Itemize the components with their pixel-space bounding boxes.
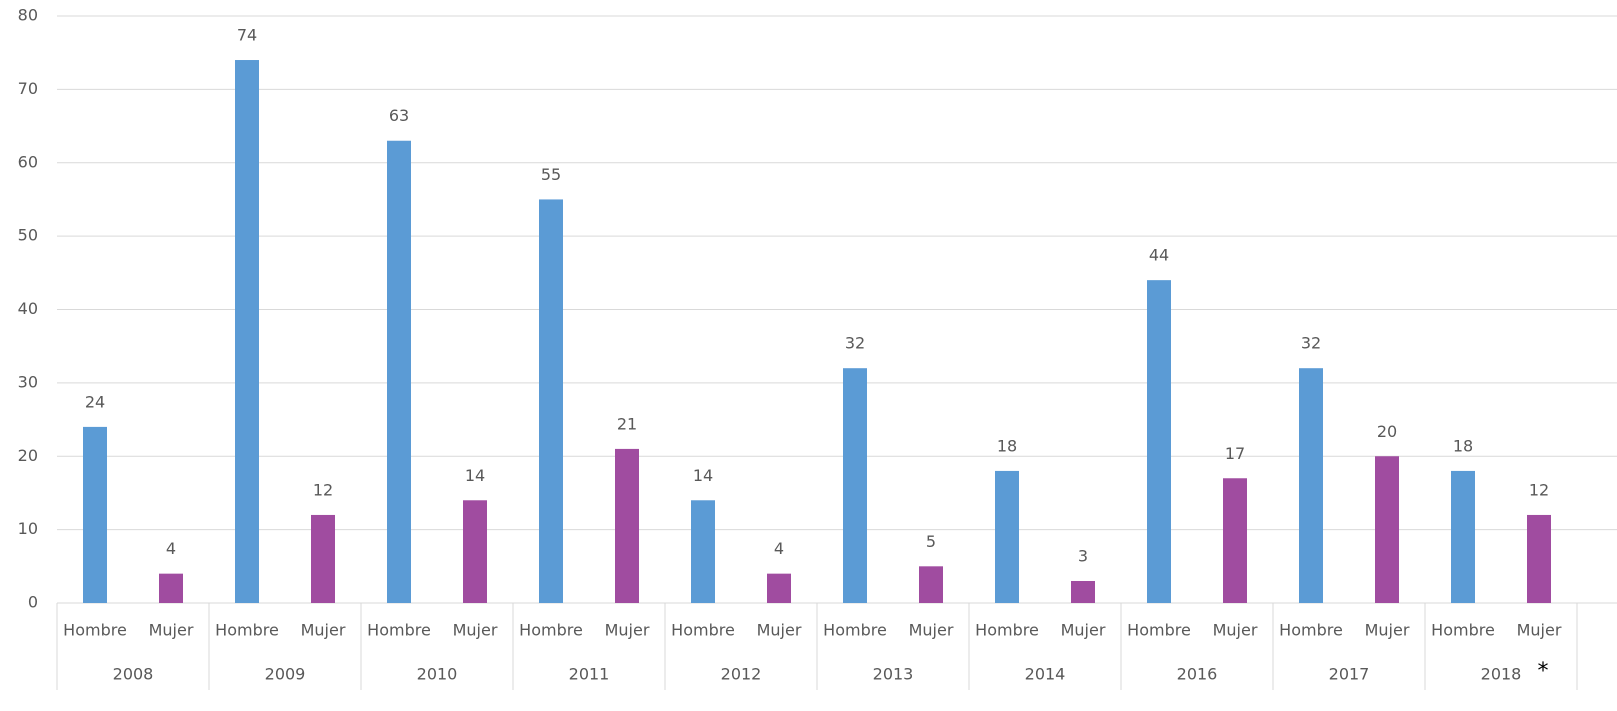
- sub-category-label: Hombre: [1279, 621, 1343, 640]
- bar: [387, 140, 411, 604]
- bar: [1147, 280, 1171, 603]
- y-tick-label: 40: [18, 299, 38, 318]
- bar: [1527, 514, 1551, 603]
- sub-category-label: Hombre: [1431, 621, 1495, 640]
- data-label: 12: [313, 480, 333, 499]
- bar: [159, 573, 183, 603]
- bar: [235, 60, 259, 603]
- y-tick-label: 50: [18, 226, 38, 245]
- data-label: 32: [1301, 334, 1321, 353]
- x-tick-label: 2009: [265, 665, 306, 684]
- data-label: 20: [1377, 422, 1397, 441]
- bar: [1223, 478, 1247, 603]
- bar: [539, 199, 563, 603]
- data-label: 21: [617, 414, 637, 433]
- annotation: *: [1538, 659, 1549, 684]
- data-label: 4: [166, 539, 176, 558]
- x-tick-label: 2012: [721, 665, 762, 684]
- data-label: 14: [693, 466, 713, 485]
- data-label: 12: [1529, 480, 1549, 499]
- sub-category-label: Mujer: [1213, 621, 1258, 640]
- data-label: 14: [465, 466, 485, 485]
- bar: [83, 426, 107, 603]
- bar: [691, 500, 715, 603]
- bar: [1299, 368, 1323, 603]
- data-label: 24: [85, 392, 105, 411]
- sub-category-label: Hombre: [671, 621, 735, 640]
- x-tick-label: 2013: [873, 665, 914, 684]
- bar: [995, 470, 1019, 603]
- bar: [1451, 470, 1475, 603]
- x-tick-label: 2016: [1177, 665, 1218, 684]
- x-tick-label: 2010: [417, 665, 458, 684]
- bar: [767, 573, 791, 603]
- x-tick-label: 2011: [569, 665, 610, 684]
- sub-category-label: Mujer: [149, 621, 194, 640]
- data-label: 3: [1078, 546, 1088, 565]
- sub-category-label: Hombre: [215, 621, 279, 640]
- bar: [843, 368, 867, 603]
- data-label: 5: [926, 532, 936, 551]
- y-tick-label: 10: [18, 519, 38, 538]
- data-label: 55: [541, 165, 561, 184]
- y-tick-label: 80: [18, 6, 38, 25]
- sub-category-label: Mujer: [605, 621, 650, 640]
- data-label: 18: [1453, 436, 1473, 455]
- data-label: 44: [1149, 246, 1169, 265]
- sub-category-label: Mujer: [1517, 621, 1562, 640]
- data-label: 18: [997, 436, 1017, 455]
- sub-category-label: Mujer: [1061, 621, 1106, 640]
- data-label: 17: [1225, 444, 1245, 463]
- sub-category-label: Mujer: [301, 621, 346, 640]
- bar: [615, 448, 639, 603]
- sub-category-label: Mujer: [757, 621, 802, 640]
- data-label: 32: [845, 334, 865, 353]
- bar: [919, 566, 943, 603]
- y-tick-label: 20: [18, 446, 38, 465]
- sub-category-label: Hombre: [367, 621, 431, 640]
- y-tick-label: 0: [28, 593, 38, 612]
- y-tick-label: 70: [18, 79, 38, 98]
- y-tick-label: 30: [18, 372, 38, 391]
- bar: [1071, 580, 1095, 603]
- sub-category-label: Hombre: [519, 621, 583, 640]
- bar: [1375, 456, 1399, 603]
- bar: [463, 500, 487, 603]
- sub-category-label: Mujer: [909, 621, 954, 640]
- data-label: 4: [774, 539, 784, 558]
- x-tick-label: 2018: [1481, 665, 1522, 684]
- sub-category-label: Hombre: [63, 621, 127, 640]
- bar: [311, 514, 335, 603]
- sub-category-label: Hombre: [1127, 621, 1191, 640]
- sub-category-label: Mujer: [453, 621, 498, 640]
- sub-category-label: Mujer: [1365, 621, 1410, 640]
- x-tick-label: 2014: [1025, 665, 1066, 684]
- y-tick-label: 60: [18, 152, 38, 171]
- data-label: 74: [237, 26, 257, 45]
- data-label: 63: [389, 106, 409, 125]
- x-tick-label: 2017: [1329, 665, 1370, 684]
- sub-category-label: Hombre: [823, 621, 887, 640]
- x-tick-label: 2008: [113, 665, 154, 684]
- sub-category-label: Hombre: [975, 621, 1039, 640]
